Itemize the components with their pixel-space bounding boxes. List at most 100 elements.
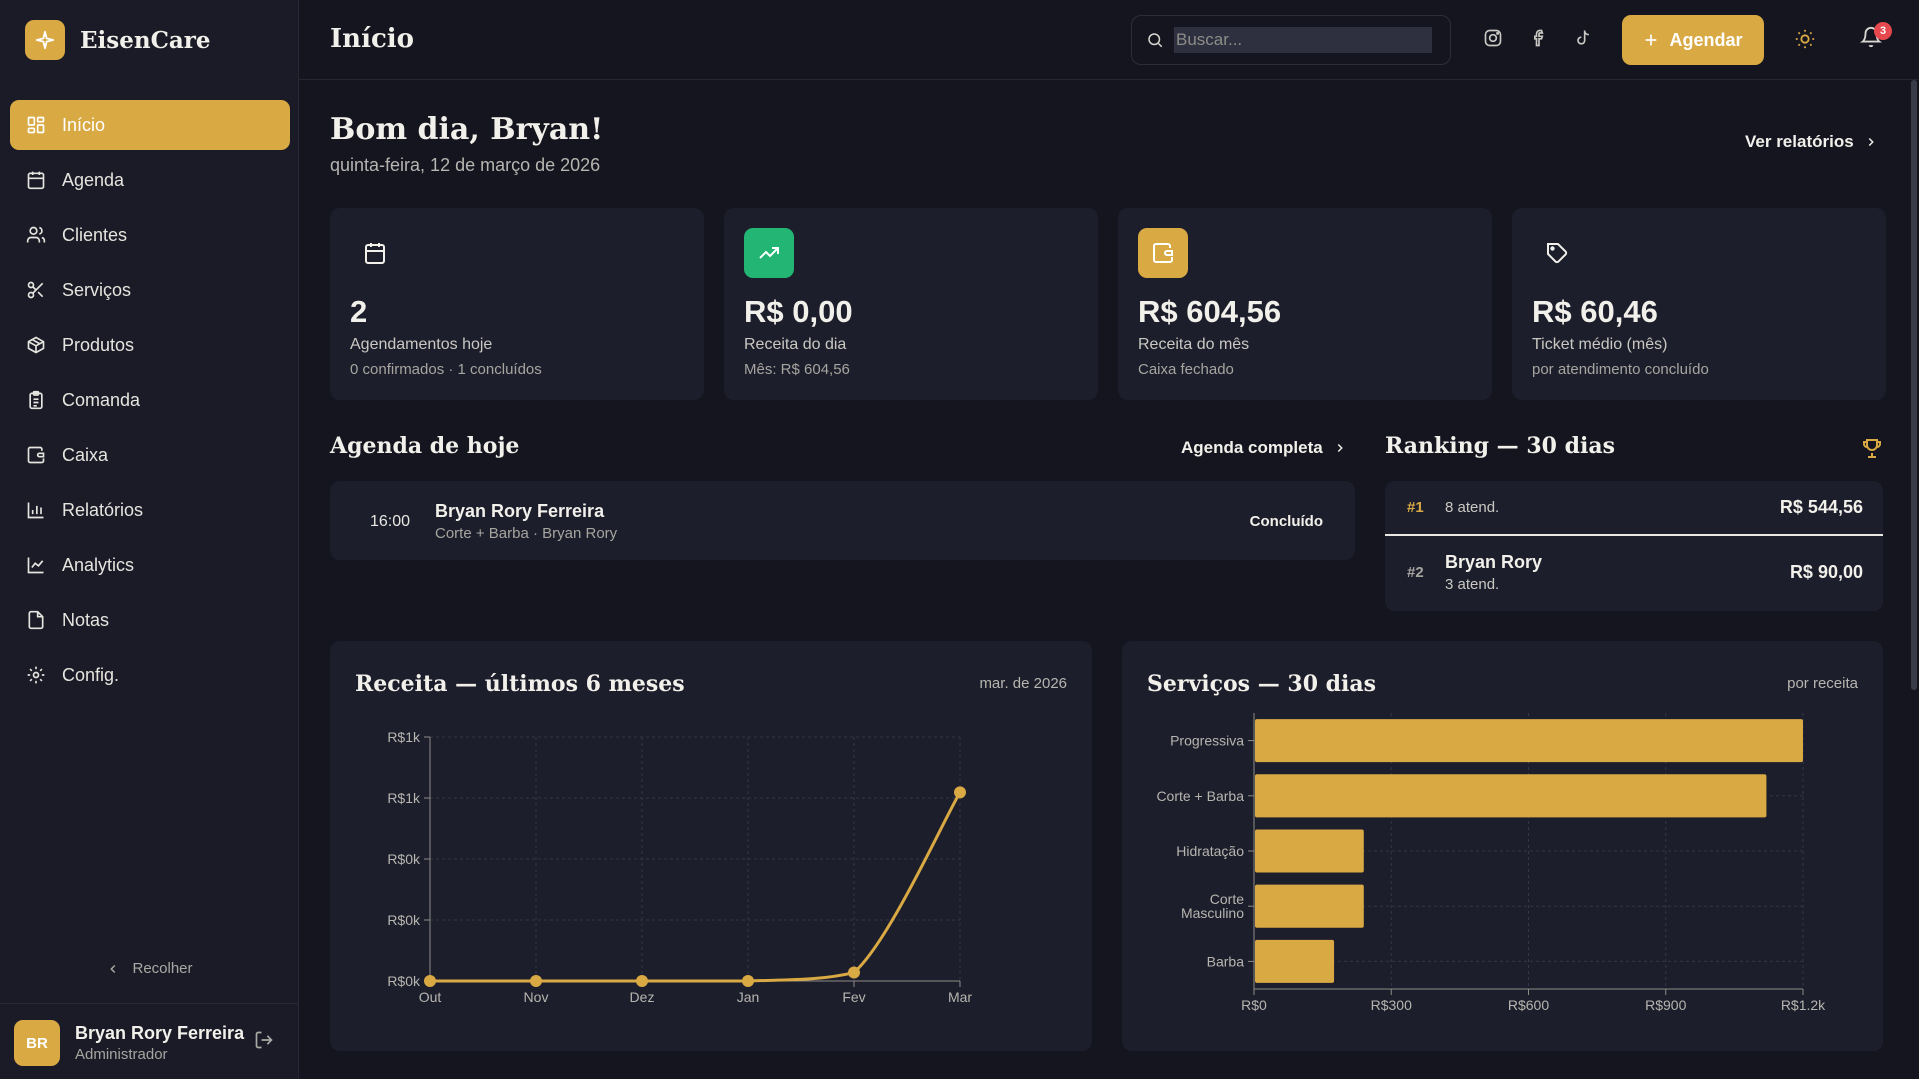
services-bar-chart: R$0 R$300 R$600 R$900 R$1.2k Progressiva Corte… [1156,713,1826,1013]
reports-link[interactable]: Ver relatórios [1745,132,1878,152]
rank-value: R$ 90,00 [1789,562,1863,582]
chart-sort: por receita [1787,675,1858,692]
x-tick-label: Nov [524,989,549,1005]
clipboard-icon [29,390,43,410]
tag-icon [1532,228,1582,278]
calendar-icon [27,171,45,190]
wallet-icon [1138,228,1188,278]
sidebar-item-label: Clientes [62,224,128,245]
wallet-icon [27,446,45,464]
scrollbar-thumb[interactable] [1911,80,1917,690]
y-tick-label: R$0k [387,851,421,867]
logout-icon[interactable] [254,1030,274,1055]
rank-name: Bryan Rory [1445,552,1543,572]
search-input[interactable] [1174,27,1432,53]
trending-up-icon [744,228,794,278]
sun-icon[interactable] [1794,28,1816,55]
facebook-icon[interactable] [1529,28,1549,53]
sidebar-item-label: Produtos [62,334,135,355]
agendar-label: Agendar [1669,29,1743,50]
stat-card-agendamentos: 2 Agendamentos hoje 0 confirmados · 1 co… [330,208,704,400]
stat-label: Agendamentos hoje [350,336,493,353]
avatar: BR [14,1020,60,1066]
plus-icon [1646,34,1657,46]
user-profile[interactable]: BR Bryan Rory Ferreira Administrador [14,1020,244,1066]
y-tick-label: R$0k [387,912,421,928]
trophy-icon [1860,436,1884,465]
chart-period: mar. de 2026 [979,675,1067,692]
brand[interactable]: EisenCare [25,20,211,60]
x-tick-label: R$900 [1645,997,1686,1013]
x-tick-label: R$0 [1241,997,1267,1013]
appointment-item[interactable]: 16:00 Bryan Rory Ferreira Corte + Barba … [330,481,1355,560]
stat-label: Receita do mês [1138,336,1250,353]
data-point [636,975,648,987]
sidebar-item-inicio[interactable]: Início [10,100,290,150]
y-tick-label: R$0k [387,973,421,989]
x-tick-label: R$600 [1508,997,1549,1013]
agenda-title: Agenda de hoje [330,433,520,459]
sidebar-item-clientes[interactable]: Clientes [10,210,290,260]
bar-chart-icon [27,502,44,519]
collapse-label: Recolher [132,960,193,977]
service-bar [1255,774,1767,818]
y-tick-label: R$1k [387,729,421,745]
rank-position: #2 [1407,564,1424,581]
collapse-sidebar-button[interactable]: Recolher [0,960,299,977]
sidebar-item-produtos[interactable]: Produtos [10,320,290,370]
stat-value: R$ 60,46 [1532,294,1658,329]
services-chart-card: Serviços — 30 dias por receita R$0 R$300 R… [1122,641,1883,1051]
data-point [954,786,966,799]
sidebar-item-caixa[interactable]: Caixa [10,430,290,480]
sidebar-item-label: Relatórios [62,499,144,520]
y-tick-label: Corte [1210,891,1244,907]
appointment-detail: Corte + Barba · Bryan Rory [435,525,618,542]
rank-count: 8 atend. [1445,499,1500,516]
search-box[interactable] [1131,15,1451,65]
rank-count: 3 atend. [1445,576,1500,593]
x-tick-label: Out [419,989,442,1005]
chart-title: Serviços — 30 dias [1147,671,1377,697]
data-point [848,966,860,979]
instagram-icon[interactable] [1483,28,1503,53]
service-bar [1255,719,1803,763]
stat-card-receita-mes: R$ 604,56 Receita do mês Caixa fechado [1118,208,1492,400]
sidebar-item-servicos[interactable]: Serviços [10,265,290,315]
stat-label: Receita do dia [744,336,847,353]
x-tick-label: R$1.2k [1781,997,1826,1013]
x-tick-label: Jan [737,989,760,1005]
tiktok-icon[interactable] [1573,28,1593,53]
ranking-row[interactable]: #2 Bryan Rory 3 atend. R$ 90,00 [1385,538,1883,611]
sidebar-item-config[interactable]: Config. [10,650,290,700]
x-tick-label: Fev [842,989,865,1005]
sidebar-item-label: Config. [62,664,120,685]
user-role: Administrador [75,1046,168,1063]
agenda-completa-link[interactable]: Agenda completa [1181,438,1347,458]
sidebar-item-analytics[interactable]: Analytics [10,540,290,590]
top-header: Início Agendar 3 [299,0,1919,80]
ranking-row[interactable]: #1 8 atend. R$ 544,56 [1385,481,1883,536]
divider [0,1003,299,1004]
notification-badge: 3 [1874,22,1892,40]
service-bar [1255,939,1335,983]
sparkle-icon [25,20,65,60]
stat-card-ticket-medio: R$ 60,46 Ticket médio (mês) por atendime… [1512,208,1886,400]
sidebar-item-agenda[interactable]: Agenda [10,155,290,205]
ranking-title: Ranking — 30 dias [1385,433,1615,459]
bell-icon[interactable] [1859,26,1883,53]
sidebar-item-label: Início [62,114,106,135]
sidebar-item-relatorios[interactable]: Relatórios [10,485,290,535]
line-chart-icon [27,557,44,574]
revenue-line-chart: R$0k R$0k R$0k R$1k R$1k Out Nov Dez Jan Fev Mar [387,729,972,1005]
agenda-link-label: Agenda completa [1181,438,1323,457]
stat-value: R$ 0,00 [744,294,853,329]
sidebar-item-label: Caixa [62,444,109,465]
scissors-icon [27,281,44,299]
sidebar-item-notas[interactable]: Notas [10,595,290,645]
sidebar-item-label: Analytics [62,554,135,575]
gear-icon [27,666,45,684]
sidebar-item-comanda[interactable]: Comanda [10,375,290,425]
agendar-button[interactable]: Agendar [1622,15,1764,65]
stat-sub: Caixa fechado [1138,361,1234,378]
appointment-time: 16:00 [370,513,411,530]
